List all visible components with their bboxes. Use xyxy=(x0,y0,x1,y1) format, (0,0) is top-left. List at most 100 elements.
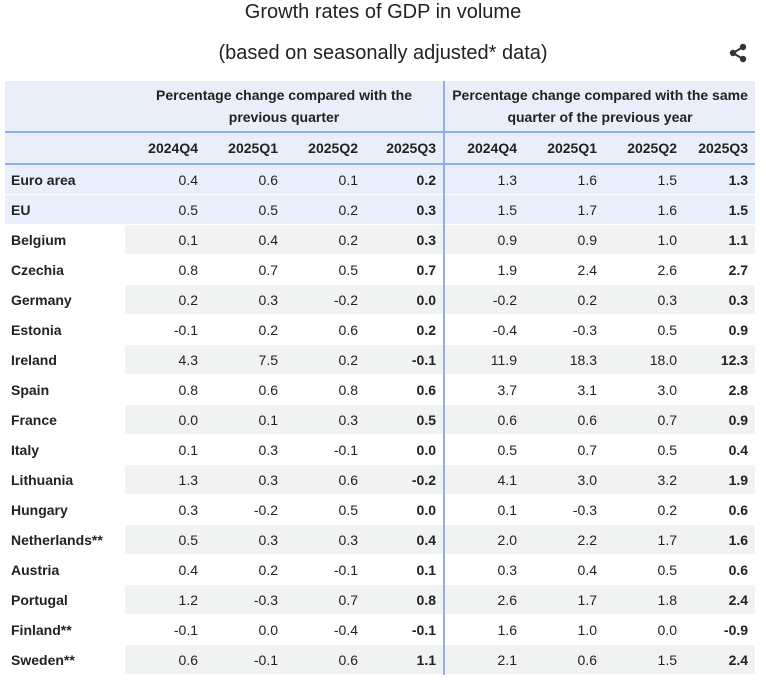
cell: 1.9 xyxy=(684,464,756,495)
cell: 0.5 xyxy=(443,434,525,465)
cell: 0.2 xyxy=(205,314,285,345)
cell: -0.3 xyxy=(524,494,605,525)
cell: 0.2 xyxy=(365,164,445,195)
table-row: Estonia -0.1 0.2 0.6 0.2 -0.4 -0.3 0.5 0.9 xyxy=(5,314,756,345)
cell: 4.3 xyxy=(125,344,205,375)
table-row: Lithuania 1.3 0.3 0.6 -0.2 4.1 3.0 3.2 1.9 xyxy=(5,464,756,495)
cell: 1.1 xyxy=(365,644,445,675)
table-row: Czechia 0.8 0.7 0.5 0.7 1.9 2.4 2.6 2.7 xyxy=(5,254,756,285)
cell: 0.9 xyxy=(524,224,605,255)
cell: 3.2 xyxy=(604,464,685,495)
row-label: Ireland xyxy=(5,344,125,375)
cell: 0.5 xyxy=(604,314,685,345)
cell: 1.6 xyxy=(443,614,525,645)
cell: 0.6 xyxy=(205,374,285,405)
cell: 0.5 xyxy=(125,524,205,555)
cell: 0.6 xyxy=(443,404,525,435)
gdp-table: Percentage change compared with the prev… xyxy=(5,81,756,675)
cell: 18.3 xyxy=(524,344,605,375)
cell: 0.3 xyxy=(365,194,445,225)
column-header: 2025Q1 xyxy=(205,132,285,165)
share-button[interactable] xyxy=(728,43,748,63)
cell: 0.7 xyxy=(365,254,445,285)
cell: 1.9 xyxy=(443,254,525,285)
cell: 0.3 xyxy=(205,524,285,555)
cell: 2.4 xyxy=(524,254,605,285)
table-row: Spain 0.8 0.6 0.8 0.6 3.7 3.1 3.0 2.8 xyxy=(5,374,756,405)
cell: 0.0 xyxy=(365,284,445,315)
cell: 0.6 xyxy=(285,644,365,675)
cell: 0.8 xyxy=(285,374,365,405)
cell: 1.5 xyxy=(443,194,525,225)
cell: 1.3 xyxy=(684,164,756,195)
row-label: Portugal xyxy=(5,584,125,615)
cell: 3.0 xyxy=(524,464,605,495)
cell: -0.1 xyxy=(285,554,365,585)
cell: 0.6 xyxy=(285,464,365,495)
cell: 0.5 xyxy=(604,434,685,465)
column-header: 2025Q2 xyxy=(604,132,685,165)
row-label: Estonia xyxy=(5,314,125,345)
cell: 0.9 xyxy=(684,314,756,345)
cell: 1.2 xyxy=(125,584,205,615)
group-header: Percentage change compared with the prev… xyxy=(125,81,445,133)
cell: 2.6 xyxy=(604,254,685,285)
cell: 0.3 xyxy=(604,284,685,315)
cell: 0.4 xyxy=(524,554,605,585)
row-label: EU xyxy=(5,194,125,225)
cell: 0.0 xyxy=(205,614,285,645)
cell: 2.4 xyxy=(684,644,756,675)
column-header: 2025Q2 xyxy=(285,132,365,165)
cell: 2.2 xyxy=(524,524,605,555)
row-label: Euro area xyxy=(5,164,125,195)
cell: 1.7 xyxy=(524,194,605,225)
table-body: Euro area 0.4 0.6 0.1 0.2 1.3 1.6 1.5 1.3 EU 0.5 0.… xyxy=(5,164,756,675)
cell: 1.8 xyxy=(604,584,685,615)
cell: 0.1 xyxy=(205,404,285,435)
cell: 0.4 xyxy=(205,224,285,255)
row-label: Italy xyxy=(5,434,125,465)
cell: 1.3 xyxy=(125,464,205,495)
cell: 0.8 xyxy=(365,584,445,615)
cell: 0.3 xyxy=(205,434,285,465)
cell: 0.2 xyxy=(285,344,365,375)
table-row: Belgium 0.1 0.4 0.2 0.3 0.9 0.9 1.0 1.1 xyxy=(5,224,756,255)
cell: 0.6 xyxy=(524,404,605,435)
cell: -0.3 xyxy=(205,584,285,615)
cell: 0.3 xyxy=(365,224,445,255)
cell: -0.4 xyxy=(285,614,365,645)
table-row: Germany 0.2 0.3 -0.2 0.0 -0.2 0.2 0.3 0.3 xyxy=(5,284,756,315)
cell: 0.4 xyxy=(125,164,205,195)
cell: 0.0 xyxy=(365,494,445,525)
cell: 0.3 xyxy=(443,554,525,585)
cell: 1.0 xyxy=(524,614,605,645)
cell: 0.7 xyxy=(205,254,285,285)
table-head: Percentage change compared with the prev… xyxy=(5,81,756,165)
cell: 11.9 xyxy=(443,344,525,375)
cell: 0.3 xyxy=(125,494,205,525)
cell: 3.1 xyxy=(524,374,605,405)
cell: 0.6 xyxy=(524,644,605,675)
cell: 0.2 xyxy=(604,494,685,525)
cell: 2.8 xyxy=(684,374,756,405)
cell: 1.6 xyxy=(684,524,756,555)
row-label: Germany xyxy=(5,284,125,315)
cell: 3.7 xyxy=(443,374,525,405)
table-row: France 0.0 0.1 0.3 0.5 0.6 0.6 0.7 0.9 xyxy=(5,404,756,435)
column-header: 2024Q4 xyxy=(443,132,525,165)
column-header-row: 2024Q4 2025Q1 2025Q2 2025Q3 2024Q4 2025Q1 2025… xyxy=(5,132,756,165)
cell: -0.4 xyxy=(443,314,525,345)
table-row: Hungary 0.3 -0.2 0.5 0.0 0.1 -0.3 0.2 0.6 xyxy=(5,494,756,525)
cell: 0.7 xyxy=(285,584,365,615)
cell: 1.0 xyxy=(604,224,685,255)
cell: 0.3 xyxy=(285,404,365,435)
cell: 2.0 xyxy=(443,524,525,555)
cell: 1.5 xyxy=(604,644,685,675)
cell: 0.3 xyxy=(205,284,285,315)
cell: 0.3 xyxy=(205,464,285,495)
cell: 1.1 xyxy=(684,224,756,255)
cell: 1.7 xyxy=(604,524,685,555)
cell: 0.9 xyxy=(443,224,525,255)
cell: 0.0 xyxy=(365,434,445,465)
